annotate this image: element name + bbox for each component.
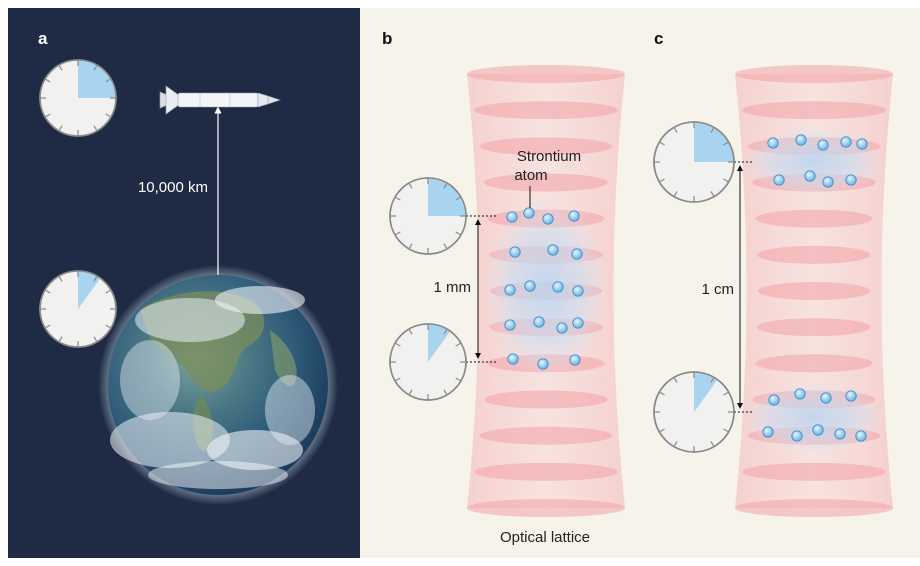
panel-c-label: c	[654, 29, 663, 48]
panel-a-label: a	[38, 29, 48, 48]
clock-b-bottom	[389, 323, 467, 401]
clock-a-bottom	[39, 270, 117, 348]
panel-c: c 1 cm	[653, 29, 893, 517]
separation-label-c: 1 cm	[701, 281, 734, 298]
strontium-label-line2: atom	[514, 167, 547, 184]
atom-cloud-c-top	[742, 128, 886, 196]
panel-b-label: b	[382, 29, 392, 48]
rocket	[159, 85, 281, 115]
clock-c-bottom	[653, 371, 735, 453]
optical-lattice-label: Optical lattice	[500, 529, 590, 546]
earth	[98, 265, 338, 505]
panel-a: a 10,000 km	[38, 29, 338, 505]
atom-cloud-b	[484, 196, 608, 380]
atom-cloud-c-bottom	[742, 382, 886, 454]
distance-label: 10,000 km	[138, 179, 208, 196]
panel-b: b Strontium atom 1 mm Optical lattice	[382, 29, 625, 546]
clock-c-top	[653, 121, 735, 203]
atoms-b	[504, 207, 584, 370]
clock-b-top	[389, 177, 467, 255]
separation-label-b: 1 mm	[434, 279, 472, 296]
atoms-c	[762, 134, 868, 442]
strontium-label-line1: Strontium	[517, 148, 581, 165]
clock-a-top	[39, 59, 117, 137]
